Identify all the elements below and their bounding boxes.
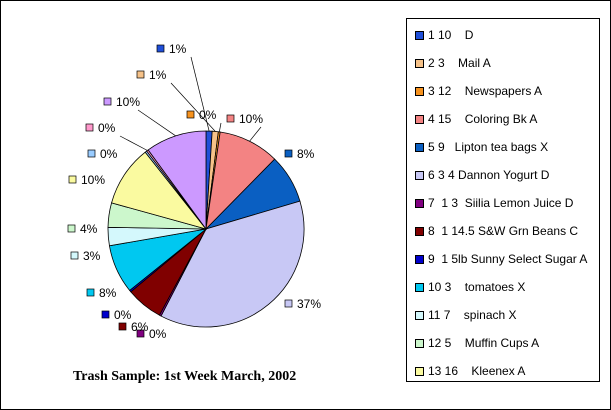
- legend-label: 10 3 tomatoes X: [428, 280, 526, 294]
- legend-swatch: [415, 338, 424, 348]
- leader-line: [249, 126, 262, 142]
- pie-slice: [160, 200, 305, 328]
- data-label-swatch: [103, 97, 112, 106]
- legend-item: 6 3 4 Dannon Yogurt D: [415, 161, 599, 189]
- data-label-swatch: [226, 114, 235, 123]
- leader-line: [119, 135, 148, 151]
- legend-swatch: [415, 58, 424, 68]
- data-label-swatch: [186, 110, 195, 119]
- data-label: 10%: [239, 112, 263, 126]
- legend-label: 4 15 Coloring Bk A: [428, 112, 538, 126]
- legend-label: 7 1 3 Siilia Lemon Juice D: [428, 196, 574, 210]
- pie-chart: 1%1%0% 10%8%37%0%6%0%8%3%4%10%0%0%10%: [67, 42, 321, 341]
- legend-item: 11 7 spinach X: [415, 301, 599, 329]
- data-label: 0%: [199, 108, 217, 122]
- data-label-swatch: [284, 299, 293, 308]
- legend-item: 2 3 Mail A: [415, 49, 599, 77]
- legend-label: 8 1 14.5 S&W Grn Beans C: [428, 224, 579, 238]
- legend-item: 5 9 Lipton tea bags X: [415, 133, 599, 161]
- legend-label: 12 5 Muffin Cups A: [428, 336, 540, 350]
- legend-swatch: [415, 170, 424, 180]
- chart-legend: 1 10 D 2 3 Mail A 3 12 Newspapers A 4 15 Co…: [406, 18, 600, 382]
- legend-swatch: [415, 142, 424, 152]
- legend-item: 4 15 Coloring Bk A: [415, 105, 599, 133]
- data-label-swatch: [118, 322, 127, 331]
- data-label: 1%: [149, 68, 167, 82]
- legend-item: 3 12 Newspapers A: [415, 77, 599, 105]
- legend-swatch: [415, 114, 424, 124]
- legend-label: 3 12 Newspapers A: [428, 84, 543, 98]
- data-label: 8%: [99, 286, 117, 300]
- leader-line: [137, 109, 176, 137]
- leader-line: [190, 56, 210, 132]
- data-label: 3%: [83, 249, 101, 263]
- pie-slice: [147, 130, 207, 231]
- data-label-swatch: [67, 224, 76, 233]
- legend-label: 6 3 4 Dannon Yogurt D: [428, 168, 550, 182]
- data-label: 0%: [100, 147, 118, 161]
- legend-item: 13 16 Kleenex A: [415, 357, 599, 385]
- data-label-swatch: [156, 44, 165, 53]
- legend-label: 9 1 5lb Sunny Select Sugar A: [428, 252, 588, 266]
- data-label: 6%: [131, 320, 149, 334]
- legend-item: 8 1 14.5 S&W Grn Beans C: [415, 217, 599, 245]
- legend-item: 7 1 3 Siilia Lemon Juice D: [415, 189, 599, 217]
- data-label-swatch: [85, 123, 94, 132]
- data-label: 4%: [80, 222, 98, 236]
- legend-swatch: [415, 30, 424, 40]
- data-label: 37%: [297, 297, 321, 311]
- data-label-swatch: [86, 288, 95, 297]
- leader-line: [218, 122, 222, 132]
- data-label-swatch: [136, 329, 145, 338]
- legend-item: 1 10 D: [415, 21, 599, 49]
- legend-swatch: [415, 86, 424, 96]
- legend-item: 12 5 Muffin Cups A: [415, 329, 599, 357]
- legend-label: 1 10 D: [428, 28, 474, 42]
- data-label-swatch: [68, 175, 77, 184]
- legend-swatch: [415, 198, 424, 208]
- data-label: 10%: [116, 95, 140, 109]
- data-label: 0%: [98, 121, 116, 135]
- data-label-swatch: [70, 251, 79, 260]
- data-label: 0%: [114, 308, 132, 322]
- legend-label: 5 9 Lipton tea bags X: [428, 140, 549, 154]
- data-label-swatch: [284, 149, 293, 158]
- data-label: 1%: [169, 42, 187, 56]
- data-label: 10%: [81, 173, 105, 187]
- legend-swatch: [415, 282, 424, 292]
- legend-swatch: [415, 310, 424, 320]
- legend-swatch: [415, 226, 424, 236]
- legend-item: 10 3 tomatoes X: [415, 273, 599, 301]
- chart-title: Trash Sample: 1st Week March, 2002: [73, 369, 297, 384]
- legend-label: 13 16 Kleenex A: [428, 364, 526, 378]
- data-label: 0%: [149, 327, 167, 341]
- data-label-swatch: [87, 149, 96, 158]
- data-label: 8%: [297, 147, 315, 161]
- legend-swatch: [415, 254, 424, 264]
- data-label-swatch: [101, 310, 110, 319]
- legend-label: 11 7 spinach X: [428, 308, 517, 322]
- legend-item: 9 1 5lb Sunny Select Sugar A: [415, 245, 599, 273]
- leader-line: [170, 82, 216, 132]
- legend-label: 2 3 Mail A: [428, 56, 491, 70]
- data-label-swatch: [136, 70, 145, 79]
- legend-swatch: [415, 366, 424, 376]
